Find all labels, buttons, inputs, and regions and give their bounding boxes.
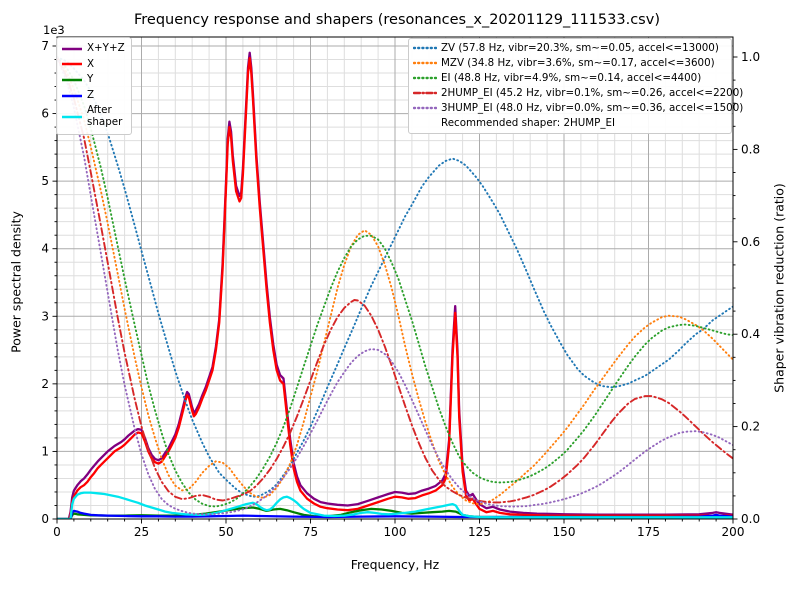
tick-label: 175 [637,525,660,539]
legend-line-sample [62,94,82,97]
legend-item-label: 2HUMP_EI (45.2 Hz, vibr=0.1%, sm~=0.26, … [441,86,744,99]
tick-label: 50 [218,525,233,539]
tick-label: 0.6 [741,235,760,249]
legend-item-x-plus-y-plus-z: X+Y+Z [61,41,127,55]
legend-item-2hump-ei: 2HUMP_EI (45.2 Hz, vibr=0.1%, sm~=0.26, … [413,87,743,100]
legend-item-label: X+Y+Z [87,41,125,54]
tick-label: 3 [41,309,49,323]
x-axis-label: Frequency, Hz [350,557,440,572]
tick-label: 125 [468,525,491,539]
recommended-shaper-label: Recommended shaper: 2HUMP_EI [441,116,616,129]
series-ei [57,56,733,508]
legend-line-sample [62,78,82,82]
legend-line-sample [413,107,437,110]
tick-label: 4 [41,242,49,256]
legend-item-x: X [61,57,127,71]
tick-label: 0.4 [741,327,760,341]
series-2hump-ei [57,56,733,504]
legend-item-label: 3HUMP_EI (48.0 Hz, vibr=0.0%, sm~=0.36, … [441,101,744,114]
legend-item-label: Z [87,88,95,101]
legend-item-ei: EI (48.8 Hz, vibr=4.9%, sm~=0.14, accel<… [413,71,727,85]
legend-recommended-shaper: Recommended shaper: 2HUMP_EI [413,116,727,130]
legend-psd: X+Y+Z X Y Z After shaper [56,37,132,135]
tick-label: 150 [553,525,576,539]
series-3hump-ei [57,56,733,516]
tick-label: 75 [303,525,318,539]
legend-item-label: MZV (34.8 Hz, vibr=3.6%, sm~=0.17, accel… [441,56,715,69]
tick-label: 6 [41,107,49,121]
tick-label: 0 [53,525,61,539]
y-axis-label-left: Power spectral density [8,211,24,353]
legend-item-label: ZV (57.8 Hz, vibr=20.3%, sm~=0.05, accel… [441,41,719,54]
axis-offset-label: 1e3 [43,23,65,37]
tick-label: 2 [41,377,49,391]
legend-line-sample [413,92,437,95]
tick-label: 100 [384,525,407,539]
legend-line-sample [413,47,437,50]
series-after-shaper [57,491,733,519]
legend-line-sample [62,47,82,50]
series-x [57,57,733,519]
chart-title: Frequency response and shapers (resonanc… [134,12,660,28]
tick-label: 0.2 [741,420,760,434]
legend-item-y: Y [61,73,127,86]
legend-item-label: Y [87,73,94,86]
tick-label: 5 [41,174,49,188]
tick-label: 1.0 [741,50,760,64]
legend-line-sample [413,77,437,80]
legend-shapers: ZV (57.8 Hz, vibr=20.3%, sm~=0.05, accel… [408,38,743,134]
series-mzv [57,56,733,506]
legend-item-z: Z [61,88,127,102]
y-axis-label-right: Shaper vibration reduction (ratio) [771,183,787,393]
legend-item-mzv: MZV (34.8 Hz, vibr=3.6%, sm~=0.17, accel… [413,56,727,70]
legend-line-sample [62,116,82,119]
tick-label: 25 [134,525,149,539]
tick-label: 7 [41,39,49,53]
legend-line-sample [62,63,82,66]
legend-item-3hump-ei: 3HUMP_EI (48.0 Hz, vibr=0.0%, sm~=0.36, … [413,102,743,115]
legend-item-label: After shaper [87,104,123,129]
tick-label: 0.0 [741,512,760,526]
legend-item-after-shaper: After shaper [61,105,127,129]
legend-item-zv: ZV (57.8 Hz, vibr=20.3%, sm~=0.05, accel… [413,41,727,55]
tick-label: 1 [41,444,49,458]
series-zv [57,56,733,498]
tick-label: 0.8 [741,142,760,156]
legend-item-label: EI (48.8 Hz, vibr=4.9%, sm~=0.14, accel<… [441,71,702,84]
tick-label: 0 [41,512,49,526]
legend-item-label: X [87,57,95,70]
tick-label: 200 [722,525,745,539]
legend-line-sample [413,62,437,65]
